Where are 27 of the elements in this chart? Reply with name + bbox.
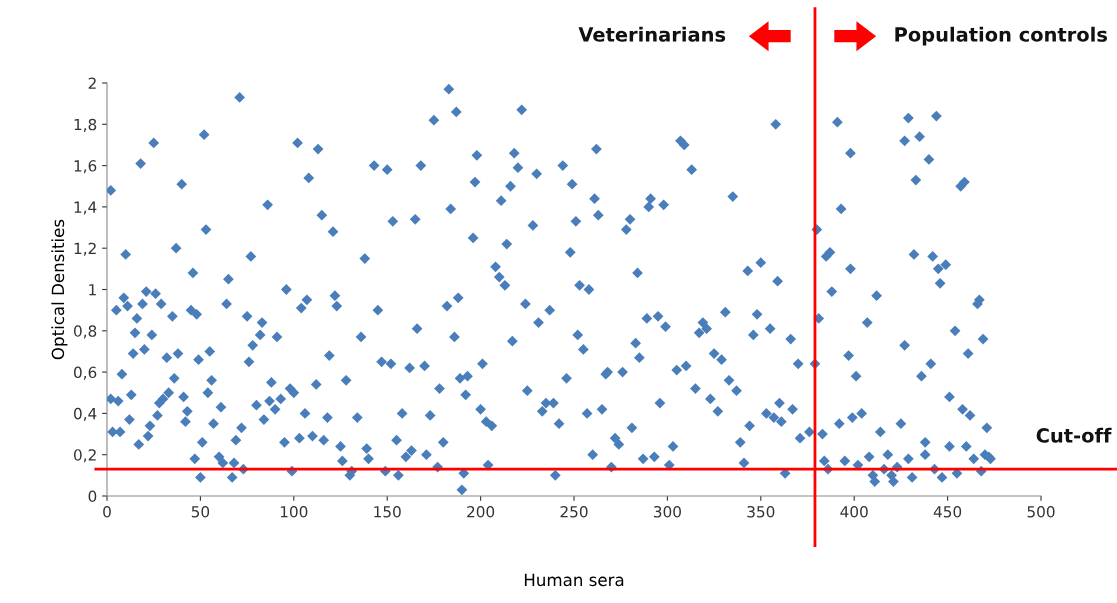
y-tick-label: 1,2 xyxy=(74,242,96,256)
x-tick-label: 200 xyxy=(467,505,495,518)
text: Veterinarians xyxy=(578,26,726,42)
x-tick-label: 300 xyxy=(653,505,681,518)
y-tick-label: 0,8 xyxy=(73,325,97,339)
x-tick-label: 450 xyxy=(933,505,962,518)
y-tick-label: 0,6 xyxy=(73,366,97,380)
y-tick-label: 1 xyxy=(89,284,96,296)
annotation: Cut-off xyxy=(1036,427,1112,443)
y-tick-label: 0,2 xyxy=(73,449,96,463)
x-tick-label: 0 xyxy=(103,505,111,518)
x-tick-label: 350 xyxy=(747,505,775,518)
x-tick-label: 150 xyxy=(374,505,401,518)
y-tick-label: 0,4 xyxy=(73,407,97,421)
x-axis-title: Human sera xyxy=(524,573,624,587)
text: Population controls xyxy=(895,26,1107,46)
y-tick-label: 0 xyxy=(88,490,97,503)
x-tick-label: 50 xyxy=(191,505,210,518)
x-tick-label: 100 xyxy=(280,505,308,518)
x-tick-label: 250 xyxy=(560,505,588,518)
y-tick-label: 1,4 xyxy=(74,201,97,215)
x-tick-label: 500 xyxy=(1027,505,1055,518)
y-tick-label: 1,6 xyxy=(74,160,97,174)
x-tick-label: 400 xyxy=(840,505,868,518)
y-tick-label: 2 xyxy=(88,77,96,89)
y-axis-title: Optical Densities xyxy=(51,219,68,360)
y-tick-label: 1,8 xyxy=(74,118,97,132)
